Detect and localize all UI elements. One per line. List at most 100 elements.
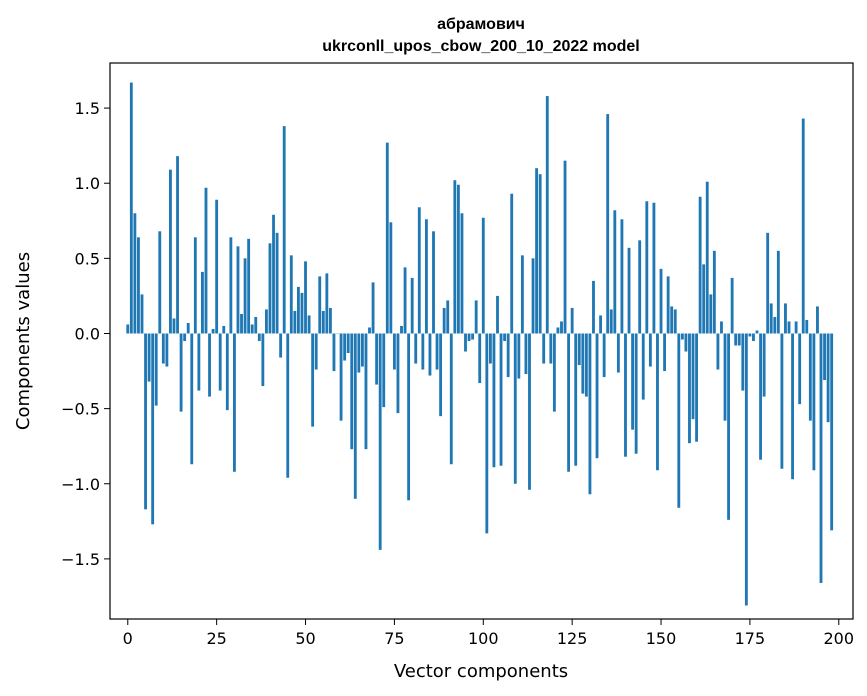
bar-22 [204,187,208,334]
bar-65 [357,333,361,373]
bar-176 [752,333,755,341]
bar-147 [648,333,652,367]
bar-166 [716,333,720,370]
bar-54 [318,276,322,334]
bar-135 [606,114,610,334]
bar-82 [417,207,421,334]
bar-190 [801,118,805,334]
bar-108 [510,193,514,334]
bar-105 [499,333,503,466]
bar-81 [414,333,418,364]
bar-38 [261,333,265,387]
bar-35 [250,324,254,334]
bar-49 [300,292,304,334]
bar-143 [634,333,638,454]
bar-14 [176,156,179,334]
bar-33 [243,258,247,334]
bar-85 [428,333,432,376]
bar-164 [709,294,713,334]
bar-111 [520,255,524,334]
bar-88 [439,333,443,417]
bar-55 [321,310,325,334]
bar-95 [464,333,467,352]
bar-128 [581,333,585,394]
bar-10 [161,333,165,364]
x-tick-label-6: 150 [646,629,677,648]
bar-93 [456,184,460,334]
bar-114 [531,258,535,334]
bar-141 [627,247,631,334]
bar-83 [421,333,425,370]
bar-58 [332,333,336,372]
bar-67 [364,333,368,450]
bar-123 [563,160,567,334]
bar-28 [225,333,229,411]
bar-106 [503,333,507,341]
x-tick-label-8: 200 [824,629,855,648]
bar-37 [257,333,261,341]
bar-19 [193,237,197,334]
bar-97 [471,333,475,340]
bar-115 [535,168,539,334]
bar-12 [169,169,172,334]
bar-69 [371,282,375,334]
bar-48 [296,286,300,334]
bar-76 [396,333,400,414]
y-tick-label-2: −0.5 [61,400,100,419]
bar-159 [691,333,695,420]
bar-71 [378,333,382,550]
bar-9 [158,231,162,334]
bar-23 [208,333,211,397]
bar-178 [759,333,762,460]
bar-7 [151,333,155,525]
bar-151 [663,333,666,372]
bar-47 [293,310,297,334]
bar-17 [186,322,190,334]
bar-165 [712,250,716,334]
bar-57 [328,307,332,334]
bar-193 [812,333,816,471]
bar-157 [684,333,688,352]
bar-24 [211,328,215,334]
bar-26 [218,333,222,391]
bar-68 [368,327,371,334]
bar-39 [265,309,268,334]
bar-185 [784,303,787,334]
bar-25 [215,199,219,334]
y-axis-label: Components values [13,252,34,430]
bar-3 [137,237,140,334]
bar-139 [620,219,624,334]
x-axis-label: Vector components [394,661,568,682]
chart-subtitle: ukrconll_upos_cbow_200_10_2022 model [322,38,639,55]
bar-104 [496,295,499,334]
x-tick-label-3: 75 [384,629,404,648]
bar-100 [481,217,485,334]
bar-36 [254,316,258,334]
bar-70 [375,333,379,385]
bar-30 [233,333,236,472]
bar-155 [677,333,681,508]
bar-42 [275,232,279,334]
bar-170 [730,277,734,334]
bar-61 [343,333,347,361]
plot-frame [109,62,854,620]
bar-162 [702,264,706,334]
bar-80 [410,277,414,334]
bar-154 [673,309,677,334]
bar-140 [624,333,627,457]
bar-41 [272,214,275,334]
bar-125 [570,307,574,334]
bar-0 [126,324,130,334]
bar-175 [748,333,752,337]
bar-181 [769,303,773,334]
bar-188 [794,321,798,334]
bar-51 [307,315,311,334]
bar-197 [826,333,830,423]
bar-15 [179,333,183,412]
bar-167 [720,321,723,334]
bar-92 [453,180,457,334]
bar-153 [670,306,674,334]
bar-196 [823,333,826,381]
bar-99 [478,333,482,384]
bar-60 [339,333,343,421]
